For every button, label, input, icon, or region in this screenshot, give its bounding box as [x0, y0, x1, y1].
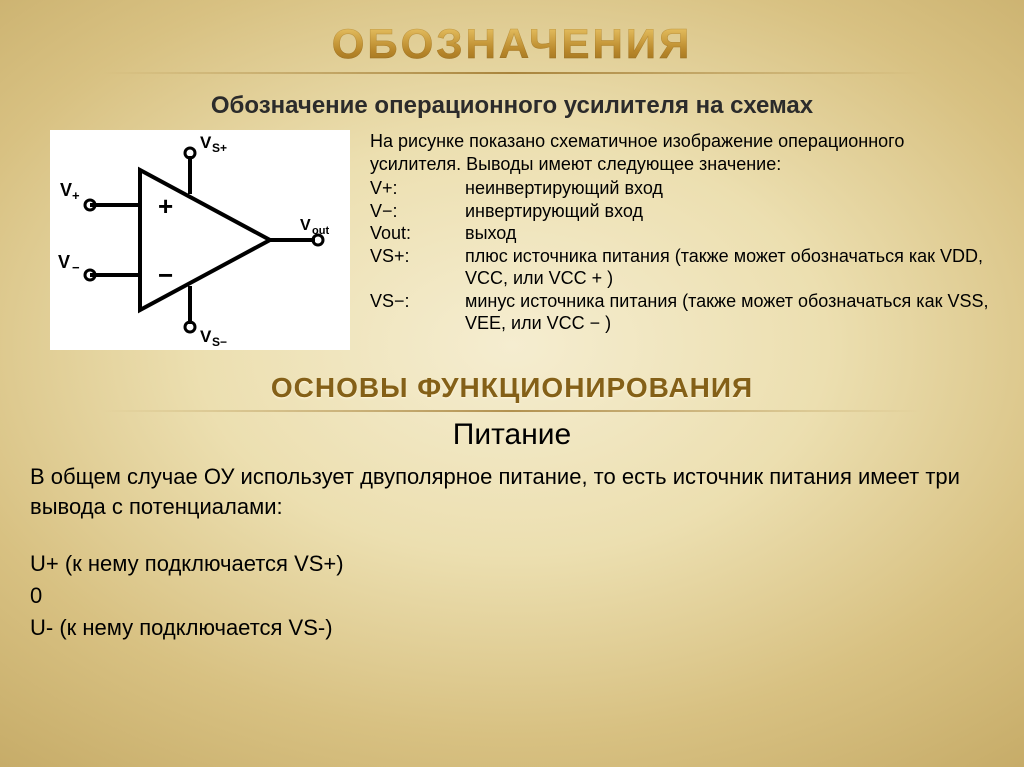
list-item: U+ (к нему подключается VS+): [30, 549, 994, 579]
svg-text:S+: S+: [212, 141, 227, 155]
pin-row: VS−: минус источника питания (также може…: [370, 290, 994, 335]
schematic-description: На рисунке показано схематичное изображе…: [370, 130, 994, 350]
pin-val: инвертирующий вход: [465, 200, 994, 223]
pin-table: V+: неинвертирующий вход V−: инвертирующ…: [370, 177, 994, 335]
list-item: 0: [30, 581, 994, 611]
pin-key: VS+:: [370, 245, 465, 290]
pin-val: неинвертирующий вход: [465, 177, 994, 200]
page-title: ОБОЗНАЧЕНИЯ: [0, 0, 1024, 72]
inner-plus-label: +: [158, 191, 173, 221]
pin-key: V−:: [370, 200, 465, 223]
pin-row: Vout: выход: [370, 222, 994, 245]
title-underline: [102, 72, 922, 74]
pin-val: минус источника питания (также может обо…: [465, 290, 994, 335]
opamp-svg: + − V+ V− VS+ VS− Vout: [50, 130, 350, 350]
heading2-underline: [102, 410, 922, 412]
svg-text:out: out: [312, 225, 329, 237]
inner-minus-label: −: [158, 260, 173, 290]
body-text: В общем случае ОУ использует двуполярное…: [0, 462, 1024, 642]
pin-key: VS−:: [370, 290, 465, 335]
body-paragraph: В общем случае ОУ использует двуполярное…: [30, 462, 994, 521]
svg-text:S−: S−: [212, 335, 227, 349]
svg-text:−: −: [72, 260, 80, 275]
section-subtitle: Обозначение операционного усилителя на с…: [0, 92, 1024, 120]
pin-key: Vout:: [370, 222, 465, 245]
section-heading-2: ОСНОВЫ ФУНКЦИОНИРОВАНИЯ: [0, 372, 1024, 404]
list-item: U- (к нему подключается VS-): [30, 613, 994, 643]
pin-row: V−: инвертирующий вход: [370, 200, 994, 223]
svg-text:V: V: [60, 180, 72, 200]
svg-text:V: V: [58, 252, 70, 272]
pin-val: выход: [465, 222, 994, 245]
opamp-schematic: + − V+ V− VS+ VS− Vout: [50, 130, 350, 350]
section-heading-3: Питание: [0, 418, 1024, 452]
pin-key: V+:: [370, 177, 465, 200]
pin-row: V+: неинвертирующий вход: [370, 177, 994, 200]
pin-row: VS+: плюс источника питания (также может…: [370, 245, 994, 290]
schematic-row: + − V+ V− VS+ VS− Vout На рисунке показа…: [0, 130, 1024, 350]
svg-text:V: V: [300, 217, 311, 234]
body-list: U+ (к нему подключается VS+) 0 U- (к нем…: [30, 549, 994, 642]
svg-text:+: +: [72, 188, 80, 203]
svg-text:V: V: [200, 327, 212, 346]
pin-val: плюс источника питания (также может обоз…: [465, 245, 994, 290]
desc-intro: На рисунке показано схематичное изображе…: [370, 130, 994, 175]
svg-text:V: V: [200, 133, 212, 152]
